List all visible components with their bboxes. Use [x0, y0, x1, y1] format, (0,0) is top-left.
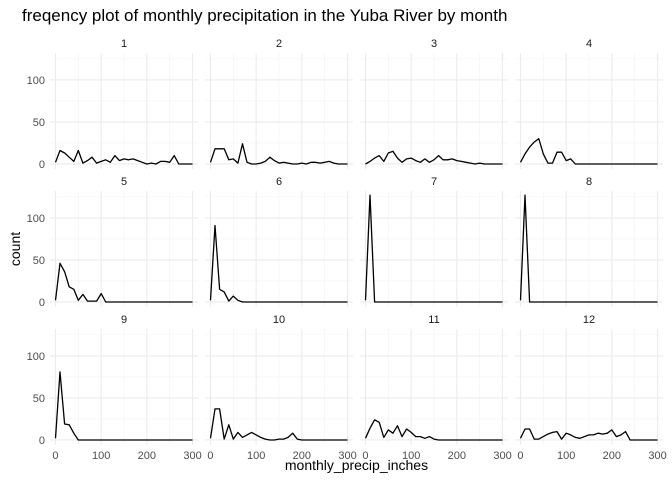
x-tick-label: 100 [247, 450, 265, 462]
x-tick-label: 200 [603, 450, 621, 462]
frequency-line-month-11 [364, 419, 503, 441]
frequency-line-month-7 [364, 194, 503, 303]
frequency-line-month-5 [54, 262, 193, 303]
y-tick-label: 50 [33, 255, 45, 267]
facet-label-12: 12 [583, 314, 595, 326]
x-tick-label: 300 [183, 450, 201, 462]
x-tick-label: 0 [207, 450, 213, 462]
y-axis-title: count [7, 232, 23, 266]
frequency-line-month-4 [519, 138, 658, 165]
y-tick-label: 50 [33, 393, 45, 405]
facet-label-4: 4 [586, 38, 592, 50]
x-tick-label: 100 [402, 450, 420, 462]
x-tick-label: 100 [557, 450, 575, 462]
frequency-line-month-12 [519, 428, 658, 441]
x-tick-label: 300 [648, 450, 666, 462]
facet-label-2: 2 [276, 38, 282, 50]
y-tick-label: 100 [27, 75, 45, 87]
facet-label-1: 1 [121, 38, 127, 50]
x-tick-label: 0 [362, 450, 368, 462]
y-tick-label: 100 [27, 351, 45, 363]
frequency-line-month-1 [54, 149, 193, 165]
facet-label-6: 6 [276, 176, 282, 188]
x-tick-label: 0 [52, 450, 58, 462]
y-tick-label: 100 [27, 213, 45, 225]
frequency-line-month-9 [54, 371, 193, 441]
x-tick-label: 200 [448, 450, 466, 462]
chart-title: freqency plot of monthly precipitation i… [22, 6, 508, 25]
frequency-line-month-6 [209, 224, 348, 303]
frequency-line-month-3 [365, 150, 503, 165]
facet-label-5: 5 [121, 176, 127, 188]
y-tick-label: 50 [33, 117, 45, 129]
frequency-line-month-2 [209, 143, 348, 165]
frequency-line-month-10 [209, 408, 348, 441]
x-tick-label: 200 [138, 450, 156, 462]
y-tick-label: 0 [39, 159, 45, 171]
facet-label-9: 9 [121, 314, 127, 326]
x-tick-label: 300 [338, 450, 356, 462]
y-tick-label: 0 [39, 297, 45, 309]
x-axis-title: monthly_precip_inches [285, 457, 428, 473]
x-tick-label: 100 [92, 450, 110, 462]
facet-label-8: 8 [586, 176, 592, 188]
y-tick-label: 0 [39, 435, 45, 447]
x-tick-label: 300 [493, 450, 511, 462]
x-tick-label: 200 [293, 450, 311, 462]
facet-label-3: 3 [431, 38, 437, 50]
facet-label-7: 7 [431, 176, 437, 188]
frequency-line-month-8 [519, 194, 658, 303]
x-tick-label: 0 [517, 450, 523, 462]
facet-label-10: 10 [273, 314, 285, 326]
facet-label-11: 11 [428, 314, 439, 326]
